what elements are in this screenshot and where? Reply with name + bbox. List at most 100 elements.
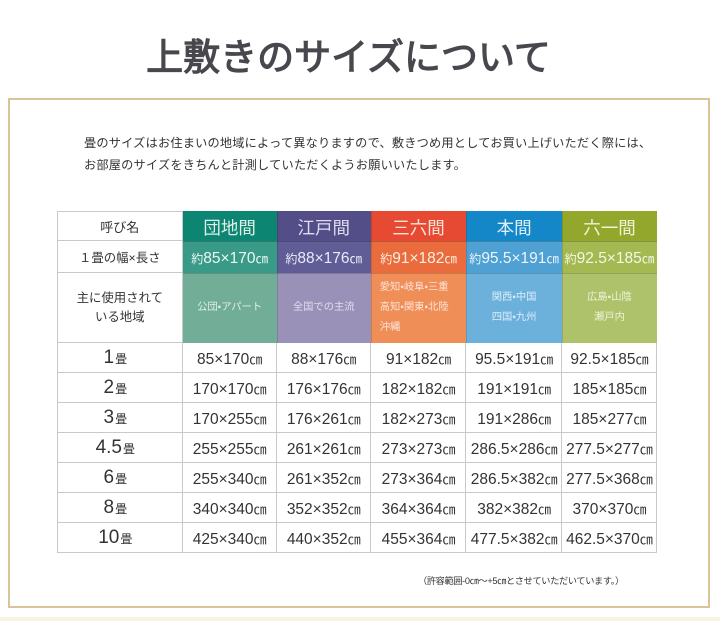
size-value-text: 176×176 [286,381,348,398]
tatami-count-number: 1 [103,347,115,368]
column-header-edoma: 江戸間 [276,211,371,241]
cm-unit: ㎝ [442,502,456,517]
size-value-cell: 85×170㎝ [182,343,277,373]
region-row-label: 主に使用されて いる地域 [57,273,183,343]
cm-unit: ㎝ [347,382,361,397]
cm-unit: ㎝ [641,252,655,266]
size-value-cell: 364×364㎝ [370,493,467,523]
size-value-cell: 277.5×277㎝ [561,433,657,463]
size-value-text: 425×340 [192,531,254,548]
cm-unit: ㎝ [347,532,361,547]
width-value-saburoku: 約91×182㎝ [370,241,467,273]
cm-unit: ㎝ [633,382,647,397]
cm-unit: ㎝ [546,252,559,266]
table-row: 6畳 255×340㎝ 261×352㎝ 273×364㎝ 286.5×382㎝… [57,463,657,493]
size-value-text: 255×255 [192,441,254,458]
size-value-cell: 462.5×370㎝ [561,523,657,553]
column-header-danchima: 団地間 [182,211,277,241]
cm-unit: ㎝ [639,442,653,457]
approx-prefix: 約 [564,252,577,266]
size-value-text: 170×255 [192,411,254,428]
tatami-count-number: 3 [103,407,115,428]
tatami-count-label: 1畳 [57,343,183,373]
table-row: 2畳 170×170㎝ 176×176㎝ 182×182㎝ 191×191㎝ 1… [57,373,657,403]
size-value-cell: 176×261㎝ [276,403,371,433]
tatami-unit: 畳 [115,472,128,486]
cm-unit: ㎝ [343,352,357,367]
cm-unit: ㎝ [253,442,267,457]
table-row: 8畳 340×340㎝ 352×352㎝ 364×364㎝ 382×382㎝ 3… [57,493,657,523]
size-value-cell: 91×182㎝ [370,343,467,373]
size-value-text: 176×261 [286,411,348,428]
width-value-rokuichima: 約92.5×185㎝ [561,241,657,273]
cm-unit: ㎝ [253,532,267,547]
tatami-count-label: 8畳 [57,493,183,523]
size-value-cell: 440×352㎝ [276,523,371,553]
cm-unit: ㎝ [349,252,363,266]
cm-unit: ㎝ [442,382,456,397]
region-name: 四国・九州 [491,312,537,323]
width-value-text: 91×182 [392,250,445,267]
cm-unit: ㎝ [544,532,558,547]
region-name: 全国での主流 [292,302,355,313]
size-value-cell: 277.5×368㎝ [561,463,657,493]
size-value-cell: 455×364㎝ [370,523,467,553]
region-label-line-2: いる地域 [95,310,145,324]
size-value-text: 185×185 [572,381,634,398]
cm-unit: ㎝ [442,442,456,457]
cm-unit: ㎝ [633,412,647,427]
cm-unit: ㎝ [540,352,554,367]
cm-unit: ㎝ [444,252,457,266]
cm-unit: ㎝ [442,412,456,427]
cm-unit: ㎝ [438,352,452,367]
cm-unit: ㎝ [347,472,361,487]
width-value-text: 85×170 [203,250,256,267]
cm-unit: ㎝ [253,412,267,427]
cm-unit: ㎝ [253,502,267,517]
size-value-cell: 477.5×382㎝ [466,523,562,553]
size-value-cell: 185×185㎝ [561,373,657,403]
cm-unit: ㎝ [633,502,647,517]
region-name: 高知・関東・北陸 [379,302,449,313]
tatami-count-label: 2畳 [57,373,183,403]
cm-unit: ㎝ [255,252,268,266]
cm-unit: ㎝ [442,532,456,547]
tatami-unit: 畳 [123,442,136,456]
size-value-cell: 273×364㎝ [370,463,467,493]
size-value-cell: 255×255㎝ [182,433,277,463]
table-row: 4.5畳 255×255㎝ 261×261㎝ 273×273㎝ 286.5×28… [57,433,657,463]
page-title: 上敷きのサイズについて [146,38,551,79]
intro-paragraph: 畳のサイズはお住まいの地域によって異なりますので、敷きつめ用としてお買い上げいた… [84,132,651,177]
region-name: 瀬戸内 [594,312,625,323]
size-value-cell: 176×176㎝ [276,373,371,403]
size-value-text: 95.5×191 [475,351,541,368]
tatami-count-label: 4.5畳 [57,433,183,463]
size-value-text: 182×273 [381,411,443,428]
cm-unit: ㎝ [253,472,267,487]
column-header-saburoku: 三六間 [370,211,467,241]
cm-unit: ㎝ [544,472,558,487]
approx-prefix: 約 [469,252,482,266]
tatami-count-label: 3畳 [57,403,183,433]
size-value-text: 91×182 [385,351,439,368]
region-label-line-1: 主に使用されて [76,291,163,305]
size-value-cell: 92.5×185㎝ [561,343,657,373]
size-value-text: 191×191 [477,381,538,398]
size-value-text: 455×364 [381,531,443,548]
size-value-text: 277.5×368 [566,471,640,488]
size-value-text: 370×370 [572,501,634,518]
size-value-text: 462.5×370 [566,531,640,548]
tatami-count-number: 6 [103,467,115,488]
width-value-honma: 約95.5×191㎝ [466,241,562,273]
tatami-unit: 畳 [115,382,128,396]
width-row: １畳の幅×長さ 約85×170㎝ 約88×176㎝ 約91×182㎝ 約95.5… [57,241,657,273]
intro-line-1: 畳のサイズはお住まいの地域によって異なりますので、敷きつめ用としてお買い上げいた… [84,136,652,150]
width-value-text: 95.5×191 [481,250,547,267]
cm-unit: ㎝ [635,352,649,367]
size-value-cell: 273×273㎝ [370,433,467,463]
cm-unit: ㎝ [347,412,361,427]
tolerance-footnote: （許容範囲-0㎝～+5㎝とさせていただいています。） [418,576,624,586]
tatami-count-number: 8 [103,497,115,518]
size-value-text: 273×364 [381,471,443,488]
region-row: 主に使用されて いる地域 公団・アパート 全国での主流 愛知・岐阜・三重 高知・関… [57,273,657,343]
